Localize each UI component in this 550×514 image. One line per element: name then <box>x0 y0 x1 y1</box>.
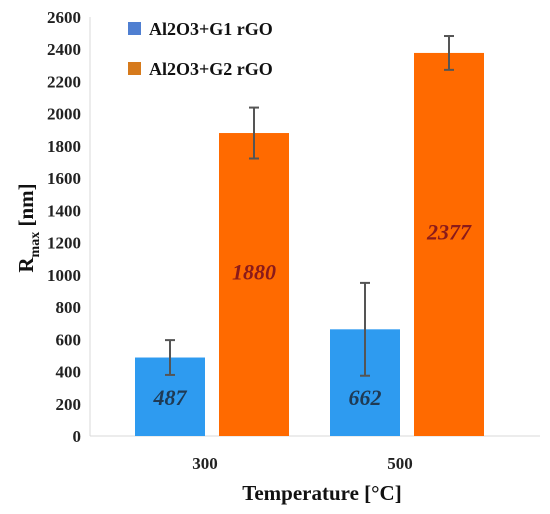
bars-group: 487 662 1880 2377 <box>135 35 484 436</box>
x-tick-label: 500 <box>387 454 413 473</box>
y-tick-label: 1400 <box>47 201 81 220</box>
y-tick-label: 0 <box>73 427 82 446</box>
y-tick-label: 1600 <box>47 169 81 188</box>
legend-swatch-g1 <box>128 22 141 35</box>
legend: Al2O3+G1 rGO Al2O3+G2 rGO <box>128 19 273 79</box>
y-tick-label: 800 <box>56 298 82 317</box>
data-label: 487 <box>153 385 188 410</box>
legend-label-g1: Al2O3+G1 rGO <box>149 19 273 39</box>
y-axis-title-subscript: max <box>28 232 43 258</box>
x-axis-title: Temperature [°C] <box>242 481 401 505</box>
y-axis-title-main: R <box>14 257 38 273</box>
y-tick-label: 1800 <box>47 137 81 156</box>
legend-swatch-g2 <box>128 62 141 75</box>
bar <box>219 133 289 436</box>
data-label: 1880 <box>232 260 276 285</box>
y-tick-label: 2400 <box>47 40 81 59</box>
y-tick-label: 2000 <box>47 105 81 124</box>
y-tick-label: 600 <box>56 330 82 349</box>
y-axis-title-unit: [nm] <box>14 183 38 231</box>
x-tick-label: 300 <box>192 454 218 473</box>
data-label: 2377 <box>426 219 472 244</box>
data-label: 662 <box>349 385 382 410</box>
y-tick-label: 1200 <box>47 234 81 253</box>
y-tick-label: 400 <box>56 363 82 382</box>
x-axis-ticks: 300 500 <box>192 454 413 473</box>
y-tick-label: 200 <box>56 395 82 414</box>
y-tick-label: 2600 <box>47 8 81 27</box>
y-tick-label: 2200 <box>47 72 81 91</box>
y-axis-title: Rmax [nm] <box>14 183 43 272</box>
bar <box>414 52 484 436</box>
y-tick-label: 1000 <box>47 266 81 285</box>
y-axis-ticks: 0 200 400 600 800 1000 1200 1400 1600 1800 2000 220… <box>47 8 81 446</box>
legend-label-g2: Al2O3+G2 rGO <box>149 59 273 79</box>
